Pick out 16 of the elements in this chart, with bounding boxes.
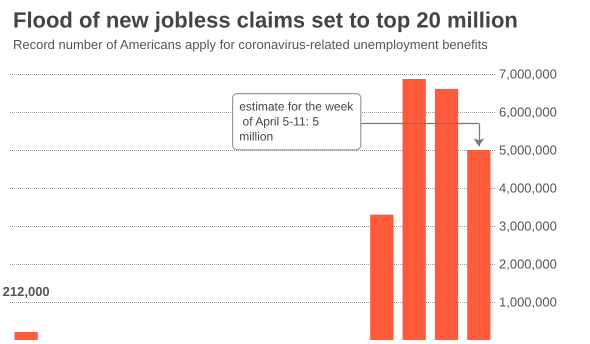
y-tick-label: 1,000,000 [499,294,557,310]
bar [14,332,38,340]
chart-title: Flood of new jobless claims set to top 20 million [13,8,518,32]
bar [434,88,458,340]
bar [467,150,490,340]
data-label: 212,000 [2,284,50,299]
bar [402,78,426,340]
y-tick-label: 3,000,000 [499,218,557,234]
bar [370,214,394,340]
y-tick-label: 4,000,000 [499,180,557,196]
annotation: estimate for the week of April 5-11: 5 million [239,100,354,144]
y-tick-label: 7,000,000 [499,66,557,82]
y-tick-label: 5,000,000 [499,142,557,158]
chart-subtitle: Record number of Americans apply for coronavirus-related unemployment benefits [13,37,488,52]
y-tick-label: 2,000,000 [499,256,557,272]
y-tick-label: 6,000,000 [499,104,557,120]
